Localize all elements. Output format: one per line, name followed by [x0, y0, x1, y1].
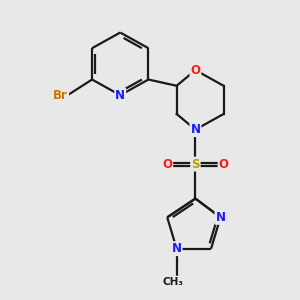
Text: Br: Br	[53, 89, 68, 102]
Text: S: S	[191, 158, 200, 171]
Text: CH₃: CH₃	[162, 277, 183, 286]
Text: O: O	[219, 158, 229, 171]
Text: O: O	[190, 64, 200, 76]
Text: N: N	[215, 211, 226, 224]
Text: N: N	[172, 242, 182, 255]
Text: O: O	[162, 158, 172, 171]
Text: N: N	[190, 123, 200, 136]
Text: N: N	[115, 89, 125, 102]
